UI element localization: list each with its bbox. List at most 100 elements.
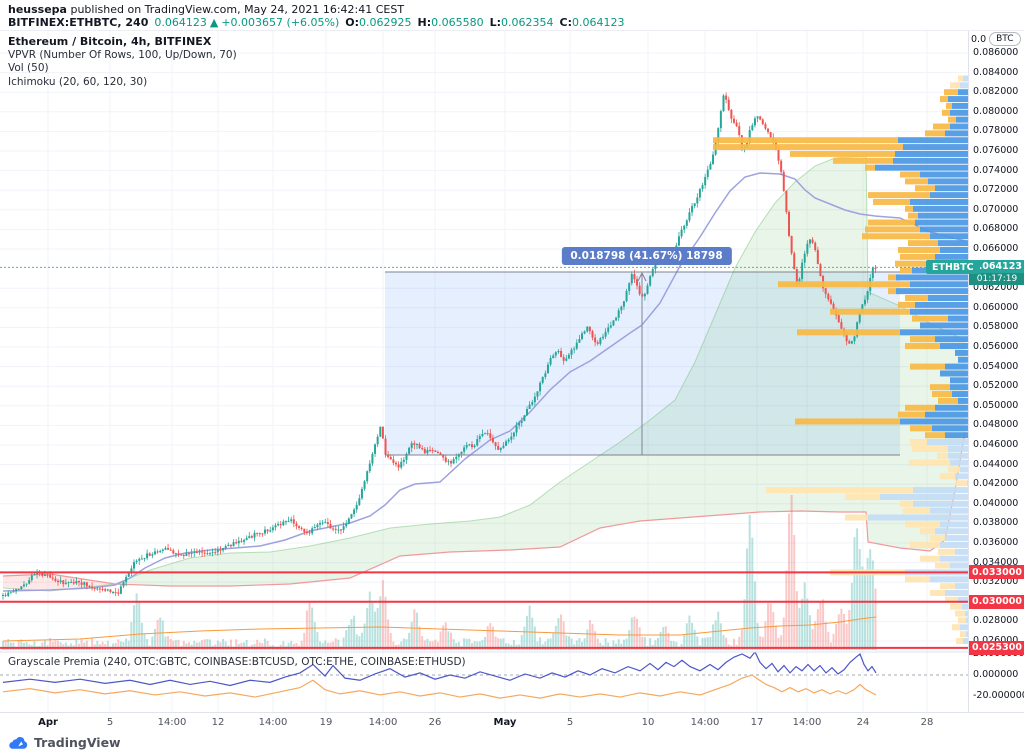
price-tick: 0.052000: [973, 380, 1019, 392]
gbtc-premium-line: [2, 652, 877, 687]
price-tick: 0.072000: [973, 184, 1019, 196]
price-scale-header: 0.0 BTC ❯: [971, 32, 1024, 46]
price-tick: 0.062000: [973, 282, 1019, 294]
time-tick: 10: [641, 717, 655, 728]
time-tick: 5: [106, 717, 114, 728]
kijun-line: [2, 172, 966, 592]
price-tick: 0.070000: [973, 203, 1019, 215]
ethe-premium-line: [2, 674, 877, 699]
time-tick: 24: [856, 717, 870, 728]
time-scale[interactable]: Apr 5 14:00 12 14:00 19 14:00 26 May 5 10 14:00 17 14…: [0, 712, 1024, 733]
alert-price-badge[interactable]: 0.030000: [969, 594, 1024, 609]
time-tick: 14:00: [690, 717, 720, 728]
grayscale-premia-legend[interactable]: Grayscale Premia (240, OTC:GBTC, COINBAS…: [8, 656, 466, 668]
time-tick: 26: [428, 717, 442, 728]
lower-pane-tick: -20.000000: [973, 690, 1024, 701]
tradingview-logo[interactable]: TradingView: [8, 735, 121, 750]
current-price-value: 0.064123: [969, 260, 1024, 274]
price-tick: 0.056000: [973, 341, 1019, 352]
alert-price-badge[interactable]: 0.025300: [969, 640, 1024, 655]
price-tick: 0.046000: [973, 439, 1019, 450]
time-tick: 14:00: [368, 717, 398, 728]
price-tick: 0.078000: [973, 125, 1019, 137]
price-tick: 0.034000: [973, 556, 1019, 568]
price-tick: 0.028000: [973, 615, 1019, 627]
price-tick: 0.080000: [973, 105, 1019, 117]
time-tick: 14:00: [157, 717, 187, 728]
legend-ichimoku[interactable]: Ichimoku (20, 60, 120, 30): [8, 75, 148, 88]
symbol-info-row: BITFINEX:ETHBTC, 240 0.064123 ▲ +0.003657 (…: [8, 16, 625, 29]
publish-date: published on TradingView.com, May 24, 20…: [66, 3, 405, 16]
volume-bars: [2, 495, 877, 650]
username: heussepa: [8, 3, 67, 16]
symbol-price-badge: ETHBTC: [926, 260, 980, 275]
lower-pane-tick: 0.000000: [973, 669, 1019, 680]
last-price: 0.064123: [154, 16, 207, 29]
ohlc-key: H:: [417, 16, 432, 29]
publish-header: heussepa published on TradingView.com, M…: [0, 0, 1024, 31]
ohlc-value: 0.064123: [572, 16, 625, 29]
current-price-badge: 0.064123 01:17:19: [969, 260, 1024, 286]
price-tick: 0.074000: [973, 164, 1019, 176]
measure-tool-label[interactable]: 0.018798 (41.67%) 18798: [561, 247, 732, 265]
price-tick: 0.040000: [973, 497, 1019, 509]
volume-ma-line: [2, 616, 877, 642]
tradingview-logo-text: TradingView: [34, 735, 121, 750]
price-tick: 0.082000: [973, 86, 1019, 98]
currency-toggle-button[interactable]: BTC: [989, 32, 1021, 46]
price-tick: 0.086000: [973, 47, 1019, 58]
grid: [0, 30, 968, 712]
price-tick: 0.042000: [973, 478, 1019, 490]
price-tick: 0.026000: [973, 635, 1018, 646]
ohlc-value: 0.062925: [359, 16, 412, 29]
time-tick: 14:00: [792, 717, 822, 728]
up-arrow-icon: ▲: [209, 16, 219, 29]
price-tick: 0.066000: [973, 243, 1019, 254]
legend-symbol[interactable]: Ethereum / Bitcoin, 4h, BITFINEX: [8, 35, 212, 48]
legend-vpvr[interactable]: VPVR (Number Of Rows, 100, Up/Down, 70): [8, 48, 237, 61]
time-tick: 28: [920, 717, 934, 728]
price-scale-prefix: 0.0: [971, 33, 987, 45]
price-tick: 0.068000: [973, 223, 1019, 235]
price-tick: 0.050000: [973, 399, 1019, 411]
measure-arrow-icon: [637, 271, 647, 282]
grayscale-premia-pane: [0, 652, 968, 699]
price-tick: 0.054000: [973, 360, 1019, 372]
alert-price-badge[interactable]: 0.033000: [969, 565, 1024, 580]
tradingview-cloud-icon: [9, 736, 28, 749]
time-tick: 14:00: [258, 717, 288, 728]
price-tick: 0.032000: [973, 576, 1019, 588]
legend-volume[interactable]: Vol (50): [8, 62, 49, 74]
price-tick: 0.060000: [973, 301, 1019, 313]
time-tick: 19: [319, 717, 333, 728]
ohlc-key: O:: [345, 16, 360, 29]
alert-lines: [0, 571, 968, 649]
bar-countdown: 01:17:19: [969, 273, 1024, 286]
time-tick: May: [493, 717, 517, 728]
ohlc-key: L:: [489, 16, 502, 29]
price-change: +0.003657 (+6.05%): [221, 16, 340, 29]
ohlc-key: C:: [559, 16, 573, 29]
time-tick: 5: [566, 717, 574, 728]
ohlc-values: O:0.062925 H:0.065580 L:0.062354 C:0.064123: [339, 16, 624, 29]
ohlc-value: 0.065580: [431, 16, 484, 29]
price-scale[interactable]: 0.0 BTC ❯ 0.086000 0.084000 0.082000 0.0800…: [968, 30, 1024, 712]
time-tick: 17: [750, 717, 764, 728]
time-tick: Apr: [38, 717, 58, 728]
price-tick: 0.044000: [973, 458, 1019, 470]
price-tick: 0.036000: [973, 537, 1019, 548]
price-tick: 0.084000: [973, 66, 1019, 78]
ohlc-value: 0.062354: [501, 16, 554, 29]
symbol-interval: BITFINEX:ETHBTC, 240: [8, 16, 149, 29]
price-tick: 0.048000: [973, 419, 1019, 431]
price-tick: 0.038000: [973, 517, 1019, 529]
indicator-legend[interactable]: Ethereum / Bitcoin, 4h, BITFINEX VPVR (N…: [8, 35, 237, 89]
publish-info: heussepa published on TradingView.com, M…: [8, 3, 404, 16]
price-tick: 0.076000: [973, 145, 1019, 156]
measure-tool: [385, 271, 900, 456]
time-tick: 12: [211, 717, 225, 728]
price-tick: 0.058000: [973, 321, 1019, 333]
